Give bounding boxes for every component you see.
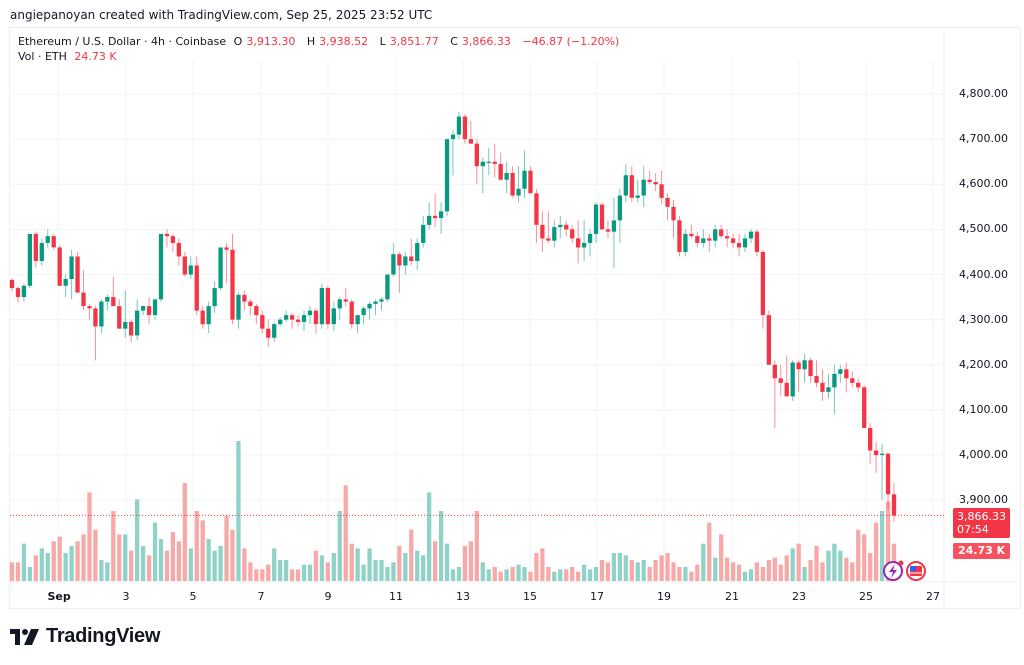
open-value: 3,913.30 bbox=[246, 35, 296, 48]
close-value: 3,866.33 bbox=[461, 35, 511, 48]
price-tick-label: 4,600.00 bbox=[959, 177, 1008, 191]
price-tick-label: 4,200.00 bbox=[959, 357, 1008, 371]
time-tick-label: 7 bbox=[257, 590, 265, 603]
change-value: −46.87 (−1.20%) bbox=[522, 35, 620, 48]
credit-line: angiepanoyan created with TradingView.co… bbox=[10, 8, 433, 22]
time-tick-label: Sep bbox=[47, 590, 71, 603]
time-tick-label: 15 bbox=[523, 590, 537, 603]
last-price: 3,866.33 bbox=[957, 510, 1006, 523]
price-tick-label: 4,500.00 bbox=[959, 222, 1008, 236]
logo-text: TradingView bbox=[46, 625, 161, 647]
time-tick-label: 19 bbox=[657, 590, 671, 603]
price-tick-label: 4,800.00 bbox=[959, 87, 1008, 100]
chart-frame bbox=[9, 27, 1021, 609]
time-tick-label: 11 bbox=[389, 590, 403, 603]
time-tick-label: 27 bbox=[926, 590, 940, 603]
high-value: 3,938.52 bbox=[319, 35, 369, 48]
price-tick-label: 4,300.00 bbox=[959, 312, 1008, 326]
tradingview-logo-icon bbox=[10, 628, 39, 645]
last-price-tag: 3,866.33 07:54 bbox=[953, 508, 1010, 538]
symbol-title[interactable]: Ethereum / U.S. Dollar · 4h · Coinbase bbox=[18, 35, 227, 48]
volume-tag: 24.73 K bbox=[953, 543, 1011, 559]
volume-title: Vol · ETH bbox=[18, 50, 67, 63]
price-tick-label: 4,700.00 bbox=[959, 132, 1008, 146]
price-tick-label: 4,400.00 bbox=[959, 267, 1008, 281]
tradingview-logo[interactable]: TradingView bbox=[10, 625, 160, 648]
time-tick-label: 25 bbox=[859, 590, 873, 603]
volume-value: 24.73 K bbox=[74, 50, 117, 63]
time-tick-label: 13 bbox=[456, 590, 470, 603]
price-tick-label: 4,100.00 bbox=[959, 402, 1008, 416]
low-value: 3,851.77 bbox=[389, 35, 439, 48]
time-tick-label: 5 bbox=[189, 590, 197, 603]
time-tick-label: 21 bbox=[725, 590, 739, 603]
price-tick-label: 3,900.00 bbox=[959, 493, 1008, 507]
time-tick-label: 3 bbox=[122, 590, 130, 603]
chart-legend: Ethereum / U.S. Dollar · 4h · Coinbase O… bbox=[18, 35, 620, 63]
time-tick-label: 17 bbox=[590, 590, 604, 603]
bar-countdown: 07:54 bbox=[957, 523, 989, 536]
time-tick-label: 9 bbox=[324, 590, 332, 603]
price-tick-label: 4,000.00 bbox=[959, 448, 1008, 462]
time-tick-label: 23 bbox=[792, 590, 806, 603]
